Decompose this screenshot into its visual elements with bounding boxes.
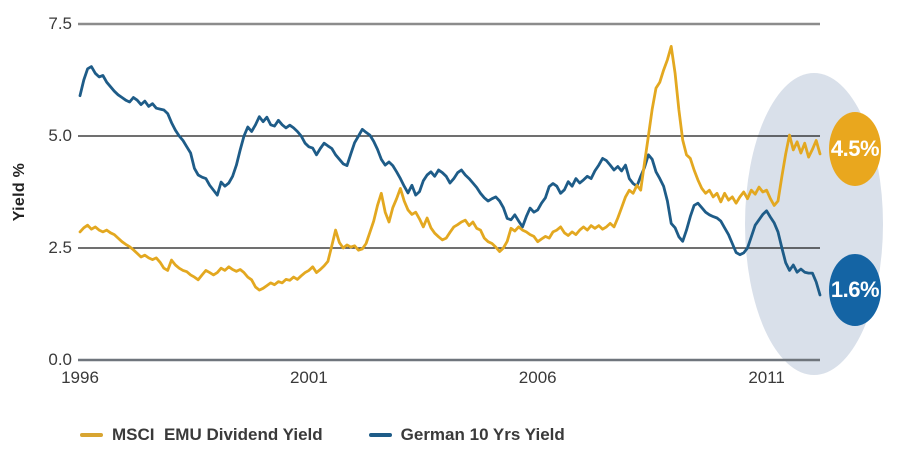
x-tick-label: 2001 bbox=[289, 368, 328, 387]
y-tick-label: 5.0 bbox=[48, 126, 72, 145]
y-tick-label: 7.5 bbox=[48, 14, 72, 33]
msci-line-swatch bbox=[80, 433, 103, 437]
legend: MSCI EMU Dividend Yield German 10 Yrs Yi… bbox=[80, 425, 565, 445]
x-tick-label: 1996 bbox=[61, 368, 99, 387]
bund-yield-value-badge: 1.6% bbox=[829, 254, 881, 326]
dividend-yield-value-badge: 4.5% bbox=[829, 112, 881, 186]
legend-label-msci: MSCI EMU Dividend Yield bbox=[112, 425, 323, 444]
series-line-german-10-yrs-yield bbox=[78, 65, 822, 297]
bund-yield-value: 1.6% bbox=[830, 277, 880, 302]
y-tick-label: 0.0 bbox=[48, 350, 72, 369]
series-line-msci-emu-dividend-yield bbox=[78, 45, 822, 292]
legend-item-german: German 10 Yrs Yield bbox=[368, 425, 565, 445]
y-tick-label: 2.5 bbox=[48, 238, 72, 257]
legend-item-msci: MSCI EMU Dividend Yield bbox=[80, 425, 323, 445]
german-line-swatch bbox=[368, 433, 392, 437]
legend-label-german: German 10 Yrs Yield bbox=[400, 425, 565, 444]
dividend-yield-value: 4.5% bbox=[830, 136, 880, 161]
x-tick-label: 2011 bbox=[748, 368, 785, 387]
x-tick-label: 2006 bbox=[518, 368, 557, 387]
y-axis-title: Yield % bbox=[11, 162, 28, 222]
